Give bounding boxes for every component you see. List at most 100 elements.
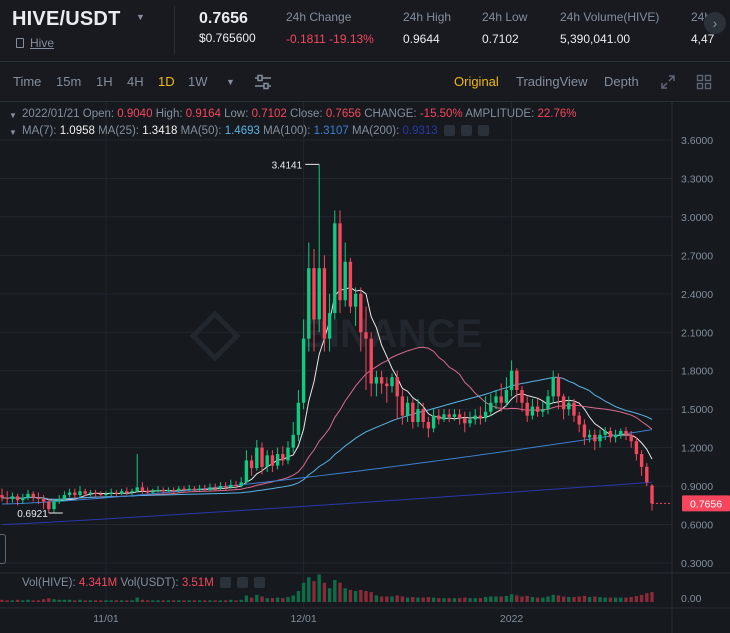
candle-body <box>73 492 77 496</box>
volume-bar <box>619 597 623 602</box>
candle-body <box>535 406 540 412</box>
interval-1h[interactable]: 1H <box>96 74 113 89</box>
candle-body <box>333 223 337 314</box>
candle-body <box>541 409 545 412</box>
volume-bar <box>15 599 20 602</box>
volume-bar <box>359 589 363 602</box>
interval-1w[interactable]: 1W <box>188 74 208 89</box>
volume-bar <box>223 600 228 602</box>
stat-24h-high: 24h High 0.9644 <box>403 10 451 46</box>
stat-label: 24h Volume(HIVE) <box>560 10 660 24</box>
legend-close: 0.7656 <box>325 108 362 120</box>
volume-bar <box>499 596 503 602</box>
ma7-label: MA(7): <box>22 125 57 137</box>
ma200-value: 0.9313 <box>402 125 438 137</box>
project-link-label[interactable]: Hive <box>30 36 55 50</box>
volume-bar <box>307 577 311 602</box>
ma-legend-collapse-icon[interactable]: ▼ <box>9 128 17 137</box>
candle-body <box>15 496 20 501</box>
pair-title[interactable]: HIVE/USDT <box>12 8 121 30</box>
volume-bar <box>73 600 77 602</box>
volume-bar <box>405 597 410 602</box>
stat-value: -0.1811 -19.13% <box>286 32 374 46</box>
candle-body <box>608 430 613 438</box>
volume-bar <box>442 598 446 602</box>
candle-body <box>437 415 441 420</box>
vol-hive-value: 4.341M <box>78 577 118 589</box>
candle-body <box>93 492 98 494</box>
volume-bar <box>353 591 358 602</box>
y-tick-label: 1.8000 <box>681 366 713 378</box>
volume-bar <box>395 595 399 602</box>
eye-icon[interactable] <box>443 125 455 137</box>
legend-collapse-icon[interactable]: ▼ <box>9 111 17 120</box>
volume-bar <box>177 600 181 602</box>
volume-bar <box>83 600 87 602</box>
volume-bar <box>130 600 134 602</box>
volume-bar <box>125 600 129 602</box>
interval-time[interactable]: Time <box>13 74 42 89</box>
close-icon[interactable] <box>478 125 490 137</box>
chevron-right-icon[interactable]: › <box>704 12 726 34</box>
y-tick-label: 1.2000 <box>681 443 713 455</box>
candle-body <box>286 447 290 461</box>
candle-body <box>603 430 607 435</box>
ma7-value: 1.0958 <box>59 125 95 137</box>
chart-toolbar: Time 15m 1H 4H 1D 1W ▼ Original TradingV… <box>0 62 730 102</box>
interval-4h[interactable]: 4H <box>127 74 144 89</box>
volume-bar <box>67 599 72 602</box>
candle-body <box>426 422 431 429</box>
candle-body <box>645 466 649 483</box>
close-icon[interactable] <box>254 577 266 589</box>
volume-bar <box>369 592 373 602</box>
expand-icon[interactable] <box>660 74 676 90</box>
volume-bar <box>447 598 451 602</box>
panel-drag-handle[interactable] <box>0 534 6 564</box>
interval-dropdown-icon[interactable]: ▼ <box>226 77 235 87</box>
layout-grid-icon[interactable] <box>696 74 712 90</box>
volume-bar <box>489 596 493 602</box>
volume-bar <box>520 596 524 602</box>
ma50-line <box>1 376 653 500</box>
gear-icon[interactable] <box>461 125 473 137</box>
interval-1d[interactable]: 1D <box>158 74 175 89</box>
ma25-value: 1.3418 <box>142 125 178 137</box>
stat-label: 24h Change <box>286 10 352 24</box>
candle-body <box>203 488 207 490</box>
volume-bar <box>572 597 576 602</box>
volume-bar <box>275 597 280 602</box>
candle-body <box>572 402 576 416</box>
candlestick-chart[interactable]: 3.6000 3.3000 3.0000 2.7000 2.4000 2.1000 1.80… <box>0 102 730 633</box>
max-price-marker: 3.4141 <box>272 160 303 171</box>
pair-dropdown-icon[interactable]: ▼ <box>136 12 145 22</box>
view-original[interactable]: Original <box>454 74 499 89</box>
vol-usdt-label: Vol(USDT): <box>120 577 179 589</box>
volume-bar <box>593 596 597 602</box>
candle-body <box>239 482 243 487</box>
legend-change: -15.50% <box>419 108 463 120</box>
volume-bar <box>343 588 347 602</box>
candle-body <box>567 402 571 410</box>
volume-bar <box>608 597 613 602</box>
candle-body <box>442 414 446 420</box>
stat-24h-change: 24h Change -0.1811 -19.13% <box>286 10 374 46</box>
volume-bar <box>437 598 441 602</box>
x-tick-label: 2022 <box>500 613 524 625</box>
chart-area[interactable]: 3.6000 3.3000 3.0000 2.7000 2.4000 2.1000 1.80… <box>0 102 730 633</box>
gear-icon[interactable] <box>237 577 249 589</box>
candle-body <box>395 377 399 397</box>
y-tick-label: 0.6000 <box>681 520 713 532</box>
candle-body <box>83 491 87 494</box>
candle-body <box>140 487 145 492</box>
view-tradingview[interactable]: TradingView <box>516 74 588 89</box>
candle-body <box>593 434 597 442</box>
ma50-value: 1.4693 <box>224 125 260 137</box>
candle-body <box>457 414 462 419</box>
project-link[interactable]: Hive <box>16 36 54 50</box>
view-depth[interactable]: Depth <box>604 74 639 89</box>
last-price-usd: $0.765600 <box>199 31 256 45</box>
indicator-settings-icon[interactable] <box>254 74 272 90</box>
candle-body <box>281 454 285 461</box>
eye-icon[interactable] <box>219 577 231 589</box>
interval-15m[interactable]: 15m <box>56 74 82 89</box>
